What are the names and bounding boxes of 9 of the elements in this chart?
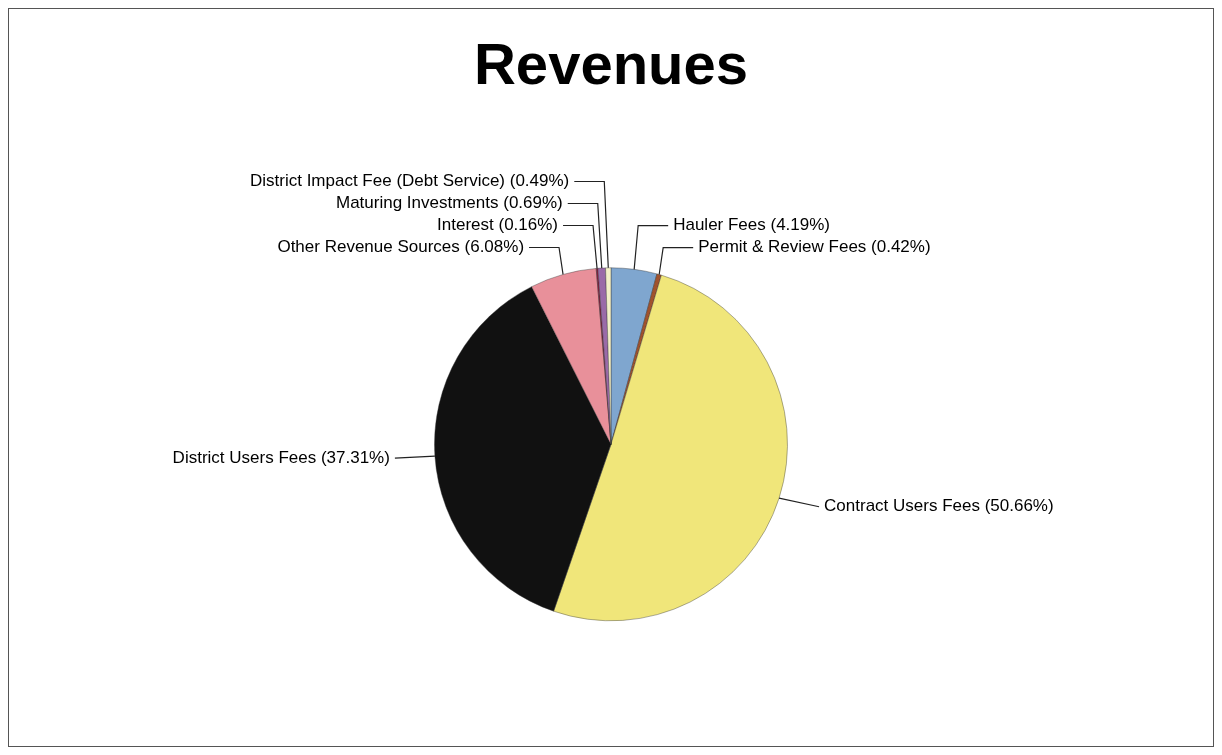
chart-title: Revenues (473, 30, 749, 96)
slice-label: Other Revenue Sources (6.08%) (277, 237, 525, 257)
slice-label: Hauler Fees (4.19%) (673, 215, 831, 235)
slice-label: Permit & Review Fees (0.42%) (698, 237, 931, 257)
slice-label: Interest (0.16%) (437, 215, 559, 235)
slice-label: Contract Users Fees (50.66%) (824, 496, 1054, 516)
slice-label: District Impact Fee (Debt Service) (0.49%) (249, 171, 570, 191)
slice-label: District Users Fees (37.31%) (172, 447, 390, 467)
slice-label: Maturing Investments (0.69%) (335, 193, 563, 213)
